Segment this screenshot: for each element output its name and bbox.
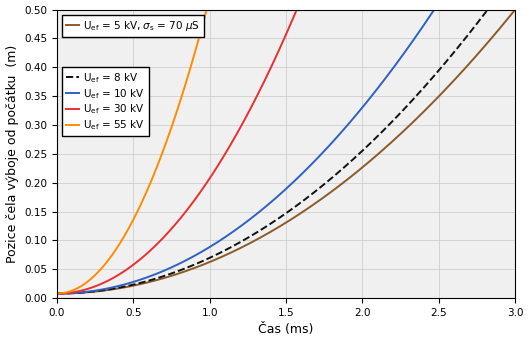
Legend: U$_{\mathrm{ef}}$ = 8 kV, U$_{\mathrm{ef}}$ = 10 kV, U$_{\mathrm{ef}}$ = 30 kV, : U$_{\mathrm{ef}}$ = 8 kV, U$_{\mathrm{ef… [62,67,149,136]
X-axis label: Čas (ms): Čas (ms) [258,324,314,337]
Y-axis label: Pozice čela výboje od počátku  (m): Pozice čela výboje od počátku (m) [6,45,19,263]
